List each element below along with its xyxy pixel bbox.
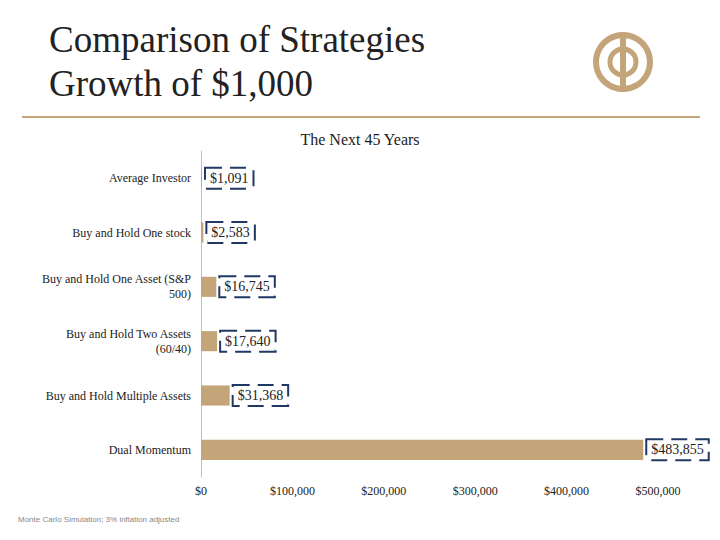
- svg-text:Monte Carlo Simulation; 3% inf: Monte Carlo Simulation; 3% inflation adj…: [18, 515, 179, 524]
- svg-text:Buy and Hold One stock: Buy and Hold One stock: [72, 226, 191, 240]
- svg-text:$16,745: $16,745: [224, 279, 270, 294]
- svg-text:$300,000: $300,000: [453, 484, 498, 498]
- svg-text:$100,000: $100,000: [270, 484, 315, 498]
- svg-text:$400,000: $400,000: [544, 484, 589, 498]
- svg-text:$0: $0: [195, 484, 207, 498]
- svg-text:$31,368: $31,368: [238, 388, 284, 403]
- svg-text:Dual Momentum: Dual Momentum: [109, 443, 192, 457]
- svg-text:Comparison of Strategies: Comparison of Strategies: [49, 19, 425, 60]
- svg-text:$483,855: $483,855: [651, 442, 704, 457]
- svg-text:The Next 45 Years: The Next 45 Years: [300, 131, 419, 148]
- svg-text:Buy and Hold One Asset (S&P: Buy and Hold One Asset (S&P: [42, 272, 191, 286]
- svg-text:$17,640: $17,640: [225, 334, 270, 349]
- svg-text:500): 500): [169, 287, 191, 301]
- svg-text:$500,000: $500,000: [636, 484, 681, 498]
- svg-text:$1,091: $1,091: [210, 171, 249, 186]
- svg-text:Growth of $1,000: Growth of $1,000: [49, 63, 313, 104]
- svg-text:Buy and Hold Two Assets: Buy and Hold Two Assets: [66, 327, 191, 341]
- svg-text:Buy and Hold Multiple Assets: Buy and Hold Multiple Assets: [46, 389, 192, 403]
- svg-text:Average Investor: Average Investor: [109, 171, 191, 185]
- svg-text:$200,000: $200,000: [361, 484, 406, 498]
- svg-text:$2,583: $2,583: [211, 225, 250, 240]
- svg-text:(60/40): (60/40): [156, 342, 191, 356]
